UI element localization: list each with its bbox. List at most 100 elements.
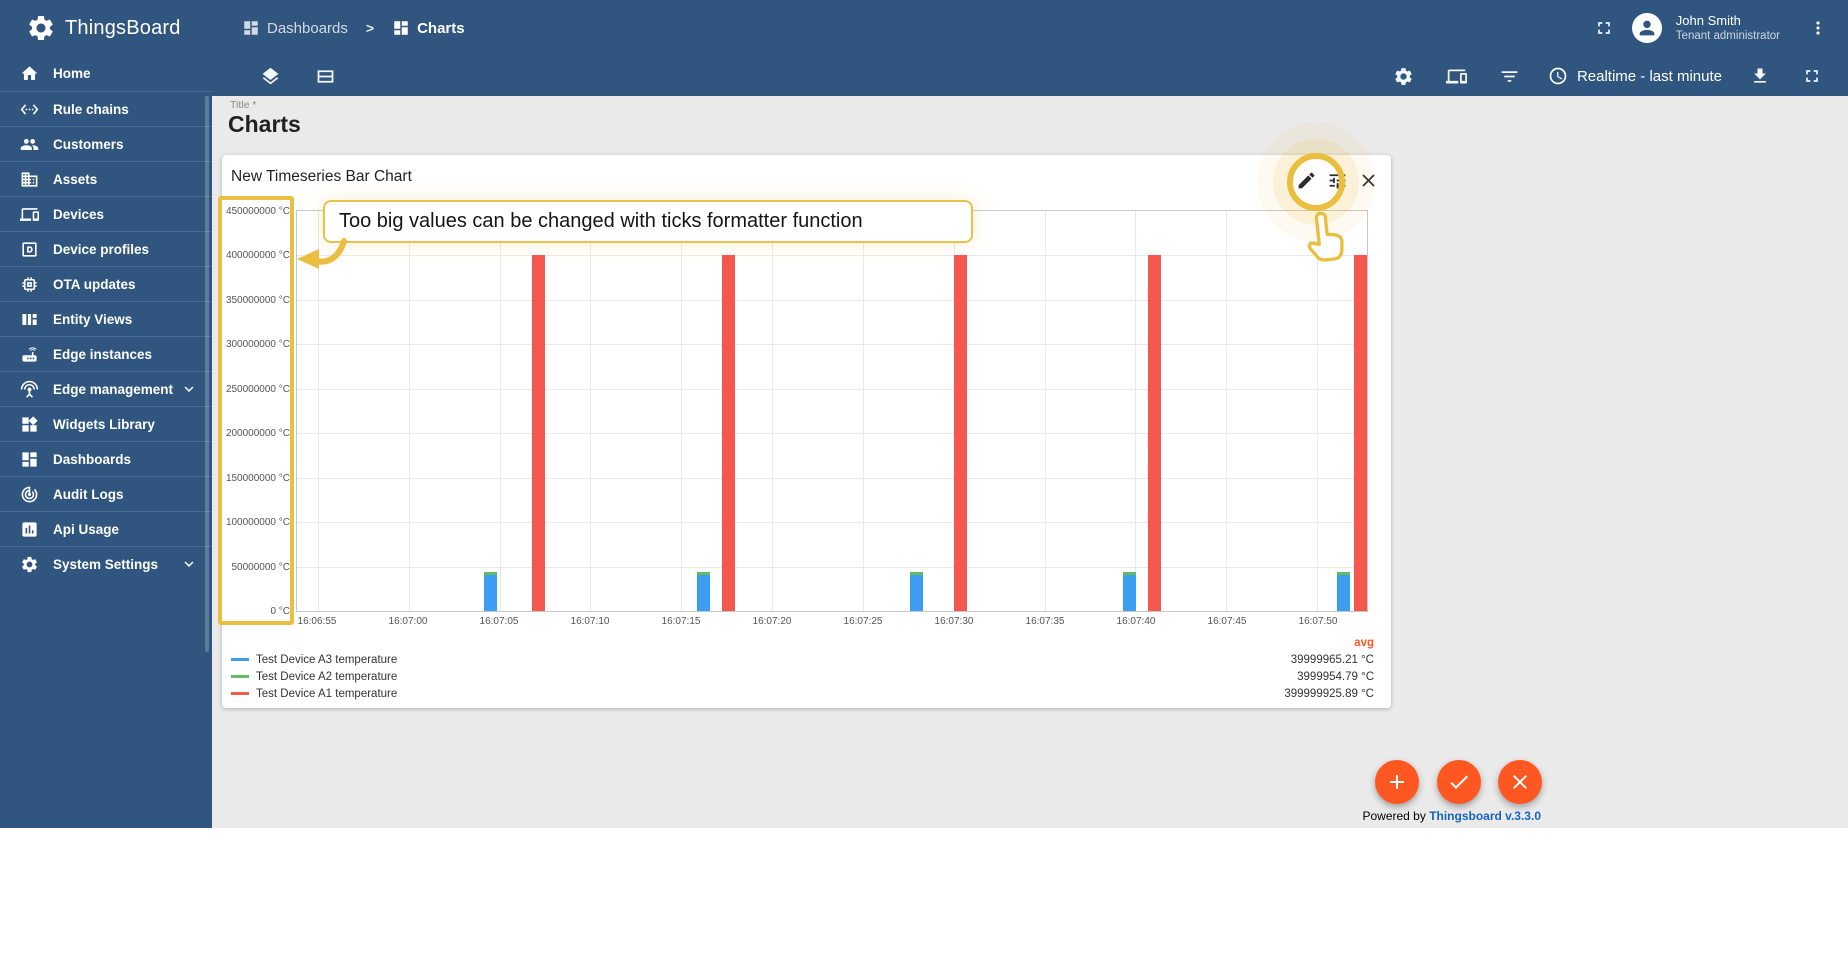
header-fullscreen-button[interactable]	[1590, 14, 1618, 42]
close-icon	[1358, 170, 1379, 191]
sidebar-item-rule-chains[interactable]: Rule chains	[0, 91, 212, 126]
powered-by: Powered by Thingsboard v.3.3.0	[1362, 809, 1541, 823]
export-button[interactable]	[1746, 62, 1774, 90]
gridline	[297, 477, 1367, 479]
bar-test-device-a1	[532, 255, 546, 611]
legend-row: Test Device A3 temperature 39999965.21 °C	[231, 651, 1374, 668]
top-header: ThingsBoard Dashboards > Charts John Smi…	[0, 0, 1848, 56]
more-vert-icon	[1808, 18, 1828, 38]
sidebar-item-dashboards[interactable]: Dashboards	[0, 441, 212, 476]
devices-icon	[20, 205, 39, 224]
y-axis-tick-label: 350000000 °C	[225, 294, 290, 306]
home-icon	[20, 64, 39, 83]
layers-icon	[260, 66, 281, 87]
toolbar-left	[256, 62, 340, 91]
breadcrumb-dashboards[interactable]: Dashboards	[242, 19, 348, 37]
x-axis-tick-label: 16:07:45	[1207, 616, 1247, 627]
y-axis-tick-label: 400000000 °C	[225, 250, 290, 262]
sidebar-item-edge-management[interactable]: Edge management	[0, 371, 212, 406]
chart-x-axis: 16:06:55 16:07:00 16:07:05 16:07:10 16:07:15…	[296, 616, 1368, 630]
audit-logs-icon	[20, 485, 39, 504]
main-content: Title * Charts New Timeseries Bar Chart …	[212, 96, 1848, 828]
chart-plot-area[interactable]	[296, 210, 1368, 612]
person-icon	[1636, 17, 1658, 39]
legend-label[interactable]: Test Device A1 temperature	[256, 687, 398, 700]
bar-test-device-a2	[910, 571, 924, 576]
y-axis-tick-label: 300000000 °C	[225, 339, 290, 351]
api-usage-icon	[20, 520, 39, 539]
gridline	[1044, 211, 1046, 611]
sidebar-item-device-profiles[interactable]: Device profiles	[0, 231, 212, 266]
page-title[interactable]: Charts	[228, 111, 301, 137]
legend-swatch	[231, 675, 249, 678]
bar-test-device-a2	[1336, 571, 1350, 576]
gridline	[297, 299, 1367, 301]
widget-card: New Timeseries Bar Chart 450000000 °C 400…	[222, 155, 1391, 708]
bar-test-device-a2	[697, 571, 711, 576]
sidebar-item-audit-logs[interactable]: Audit Logs	[0, 476, 212, 511]
sidebar-item-label: Edge management	[53, 381, 174, 397]
apply-changes-fab[interactable]	[1437, 760, 1481, 804]
dashboard-settings-button[interactable]	[1389, 62, 1418, 91]
gridline	[408, 211, 410, 611]
bar-test-device-a3	[484, 575, 498, 611]
sidebar-scrollbar[interactable]	[205, 96, 209, 652]
annotation-callout: Too big values can be changed with ticks…	[323, 200, 973, 243]
chevron-down-icon	[180, 380, 198, 398]
thingsboard-logo[interactable]: ThingsBoard	[0, 0, 212, 56]
sidebar-item-label: Audit Logs	[53, 486, 124, 502]
toolbar-fullscreen-button[interactable]	[1798, 62, 1826, 90]
edit-highlight-ring	[1287, 153, 1345, 211]
add-widget-fab[interactable]	[1375, 760, 1419, 804]
x-axis-tick-label: 16:07:40	[1116, 616, 1156, 627]
sidebar-item-label: Device profiles	[53, 241, 150, 257]
gridline	[297, 566, 1367, 568]
gridline	[297, 522, 1367, 524]
sidebar-item-customers[interactable]: Customers	[0, 126, 212, 161]
manage-layouts-button[interactable]	[311, 62, 340, 91]
sidebar-item-system-settings[interactable]: System Settings	[0, 546, 212, 581]
gridline	[297, 255, 1367, 257]
bar-test-device-a3	[910, 575, 924, 611]
legend-label[interactable]: Test Device A2 temperature	[256, 670, 398, 683]
rule-chains-icon	[20, 100, 39, 119]
powered-by-link[interactable]: Thingsboard v.3.3.0	[1429, 809, 1541, 823]
bar-test-device-a1	[1147, 255, 1161, 611]
bar-test-device-a1	[721, 255, 735, 611]
sidebar-item-entity-views[interactable]: Entity Views	[0, 301, 212, 336]
bar-test-device-a1	[953, 255, 967, 611]
gridline	[590, 211, 592, 611]
chart-legend: avg Test Device A3 temperature 39999965.2…	[231, 637, 1374, 702]
user-menu-button[interactable]	[1804, 14, 1832, 42]
timewindow-button[interactable]: Realtime - last minute	[1548, 66, 1722, 86]
gridline	[297, 433, 1367, 435]
y-axis-tick-label: 250000000 °C	[225, 383, 290, 395]
legend-label[interactable]: Test Device A3 temperature	[256, 653, 398, 666]
cancel-changes-fab[interactable]	[1498, 760, 1542, 804]
entities-icon	[1445, 66, 1467, 87]
clock-icon	[1548, 66, 1568, 86]
sidebar-item-devices[interactable]: Devices	[0, 196, 212, 231]
sidebar-item-ota-updates[interactable]: OTA updates	[0, 266, 212, 301]
thingsboard-logo-icon	[26, 13, 56, 43]
x-axis-tick-label: 16:07:30	[934, 616, 974, 627]
x-axis-tick-label: 16:07:25	[843, 616, 883, 627]
sidebar-item-api-usage[interactable]: Api Usage	[0, 511, 212, 546]
entity-aliases-button[interactable]	[1442, 62, 1471, 91]
sidebar-item-home[interactable]: Home	[0, 56, 212, 91]
sidebar-item-edge-instances[interactable]: Edge instances	[0, 336, 212, 371]
edge-instances-icon	[20, 345, 39, 364]
sidebar-item-widgets-library[interactable]: Widgets Library	[0, 406, 212, 441]
layers-button[interactable]	[256, 62, 285, 91]
avatar[interactable]	[1631, 13, 1662, 43]
breadcrumb-charts[interactable]: Charts	[392, 19, 465, 37]
dashboards-icon	[242, 19, 260, 37]
filters-button[interactable]	[1495, 62, 1524, 91]
sidebar-item-label: Customers	[53, 136, 124, 152]
sidebar-item-assets[interactable]: Assets	[0, 161, 212, 196]
widget-close-button[interactable]	[1358, 170, 1379, 191]
close-icon	[1508, 770, 1532, 794]
thingsboard-app: ThingsBoard Dashboards > Charts John Smi…	[0, 0, 1848, 828]
sidebar-item-label: Assets	[53, 171, 98, 187]
x-axis-tick-label: 16:07:00	[388, 616, 428, 627]
